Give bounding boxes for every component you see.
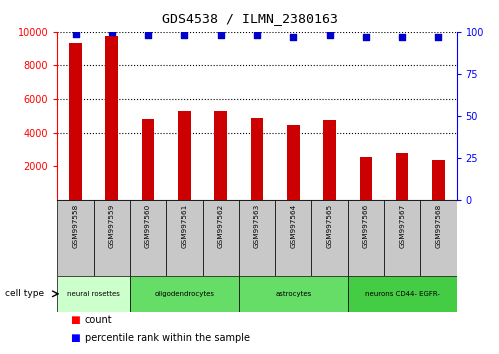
Text: GSM997559: GSM997559 [109,204,115,248]
Bar [323,120,336,200]
FancyBboxPatch shape [166,200,203,276]
Text: ■: ■ [70,315,80,325]
Point [217,33,225,38]
Bar [178,111,191,200]
FancyBboxPatch shape [275,200,311,276]
Text: GSM997568: GSM997568 [436,204,442,248]
Bar [396,153,409,200]
Bar [69,43,82,200]
Bar [250,118,263,200]
Bar [142,119,155,200]
Bar [287,125,299,200]
Point [289,34,297,40]
FancyBboxPatch shape [348,276,457,312]
Text: cell type: cell type [5,289,44,298]
FancyBboxPatch shape [420,200,457,276]
Text: GSM997567: GSM997567 [399,204,405,248]
Text: count: count [85,315,112,325]
Bar [359,157,372,200]
Point [181,33,189,38]
Text: ■: ■ [70,333,80,343]
Text: GSM997558: GSM997558 [72,204,78,248]
FancyBboxPatch shape [94,200,130,276]
FancyBboxPatch shape [384,200,420,276]
Text: percentile rank within the sample: percentile rank within the sample [85,333,250,343]
Point [71,31,79,36]
Point [108,29,116,35]
Bar [105,36,118,200]
Point [144,33,152,38]
Text: GSM997566: GSM997566 [363,204,369,248]
FancyBboxPatch shape [239,200,275,276]
Text: neurons CD44- EGFR-: neurons CD44- EGFR- [365,291,440,297]
FancyBboxPatch shape [130,200,166,276]
Point [398,34,406,40]
Point [435,34,443,40]
Point [362,34,370,40]
Text: GSM997565: GSM997565 [326,204,332,248]
FancyBboxPatch shape [130,276,239,312]
Text: neural rosettes: neural rosettes [67,291,120,297]
Text: astrocytes: astrocytes [275,291,311,297]
FancyBboxPatch shape [348,200,384,276]
Bar [432,160,445,200]
Text: GSM997564: GSM997564 [290,204,296,248]
Bar [215,111,227,200]
FancyBboxPatch shape [57,200,94,276]
Text: GSM997560: GSM997560 [145,204,151,248]
Text: GSM997563: GSM997563 [254,204,260,248]
Point [325,33,333,38]
FancyBboxPatch shape [203,200,239,276]
FancyBboxPatch shape [311,200,348,276]
Text: GDS4538 / ILMN_2380163: GDS4538 / ILMN_2380163 [162,12,337,25]
Text: GSM997562: GSM997562 [218,204,224,248]
Text: oligodendrocytes: oligodendrocytes [154,291,215,297]
FancyBboxPatch shape [57,276,130,312]
Text: GSM997561: GSM997561 [182,204,188,248]
Point [253,33,261,38]
FancyBboxPatch shape [239,276,348,312]
